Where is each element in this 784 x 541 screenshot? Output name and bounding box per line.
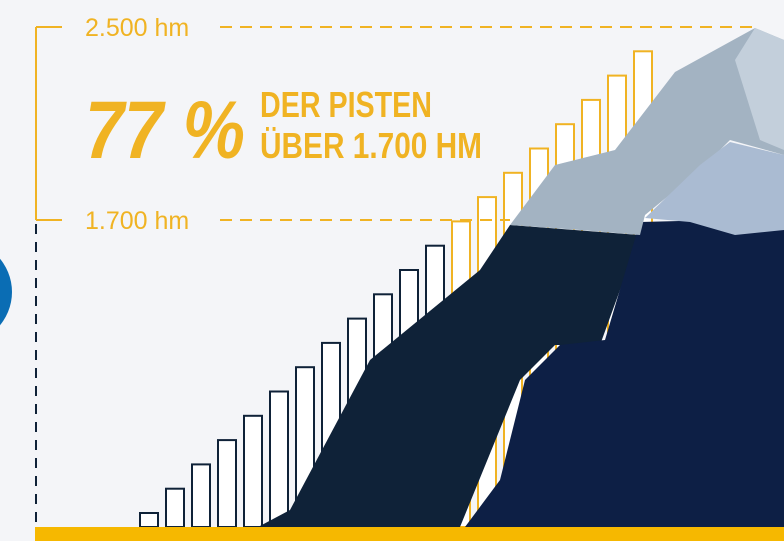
page: 2.500 hm 1.700 hm 77 % DER PISTEN ÜBER 1… — [0, 0, 784, 541]
ground-bar — [35, 527, 784, 541]
headline-line1: DER PISTEN — [260, 84, 432, 125]
headline-line2: ÜBER 1.700 HM — [260, 125, 482, 166]
infographic: 2.500 hm 1.700 hm 77 % DER PISTEN ÜBER 1… — [0, 0, 784, 541]
decor-bar — [270, 392, 288, 528]
decor-bar — [218, 440, 236, 527]
decor-bar — [244, 416, 262, 527]
decor-bar — [140, 513, 158, 527]
decor-bar — [192, 464, 210, 527]
decor-bar — [166, 489, 184, 527]
top-altitude: 2.500 hm — [85, 14, 189, 42]
bottom-altitude: 1.700 hm — [85, 207, 189, 235]
percentage: 77 % — [85, 85, 245, 176]
